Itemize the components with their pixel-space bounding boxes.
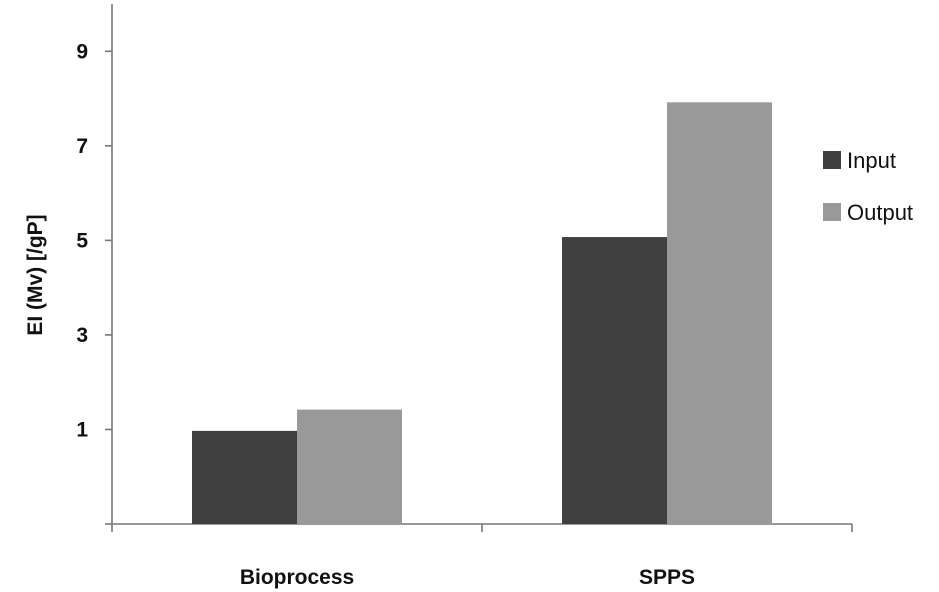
x-category-label: SPPS xyxy=(639,566,695,589)
y-tick-label: 5 xyxy=(76,229,88,252)
legend-label: Output xyxy=(847,200,913,225)
y-axis-title: EI (Mv) [/gP] xyxy=(24,214,47,335)
y-axis-ticks: 9 7 5 3 1 xyxy=(76,40,112,525)
bars xyxy=(192,102,772,524)
legend-swatch xyxy=(823,151,841,169)
x-axis-categories: Bioprocess SPPS xyxy=(111,524,853,589)
y-tick-label: 9 xyxy=(76,40,88,63)
bar-input xyxy=(192,430,297,524)
legend-swatch xyxy=(823,203,841,221)
bar-output xyxy=(297,409,402,524)
y-tick-label: 3 xyxy=(76,324,88,347)
y-tick-label: 7 xyxy=(76,135,88,158)
x-category-label: Bioprocess xyxy=(240,566,354,589)
y-tick-label: 1 xyxy=(76,418,88,441)
legend-label: Input xyxy=(847,148,896,173)
bar-output xyxy=(667,102,772,524)
bar-input xyxy=(562,237,667,524)
legend: Input Output xyxy=(823,148,913,225)
